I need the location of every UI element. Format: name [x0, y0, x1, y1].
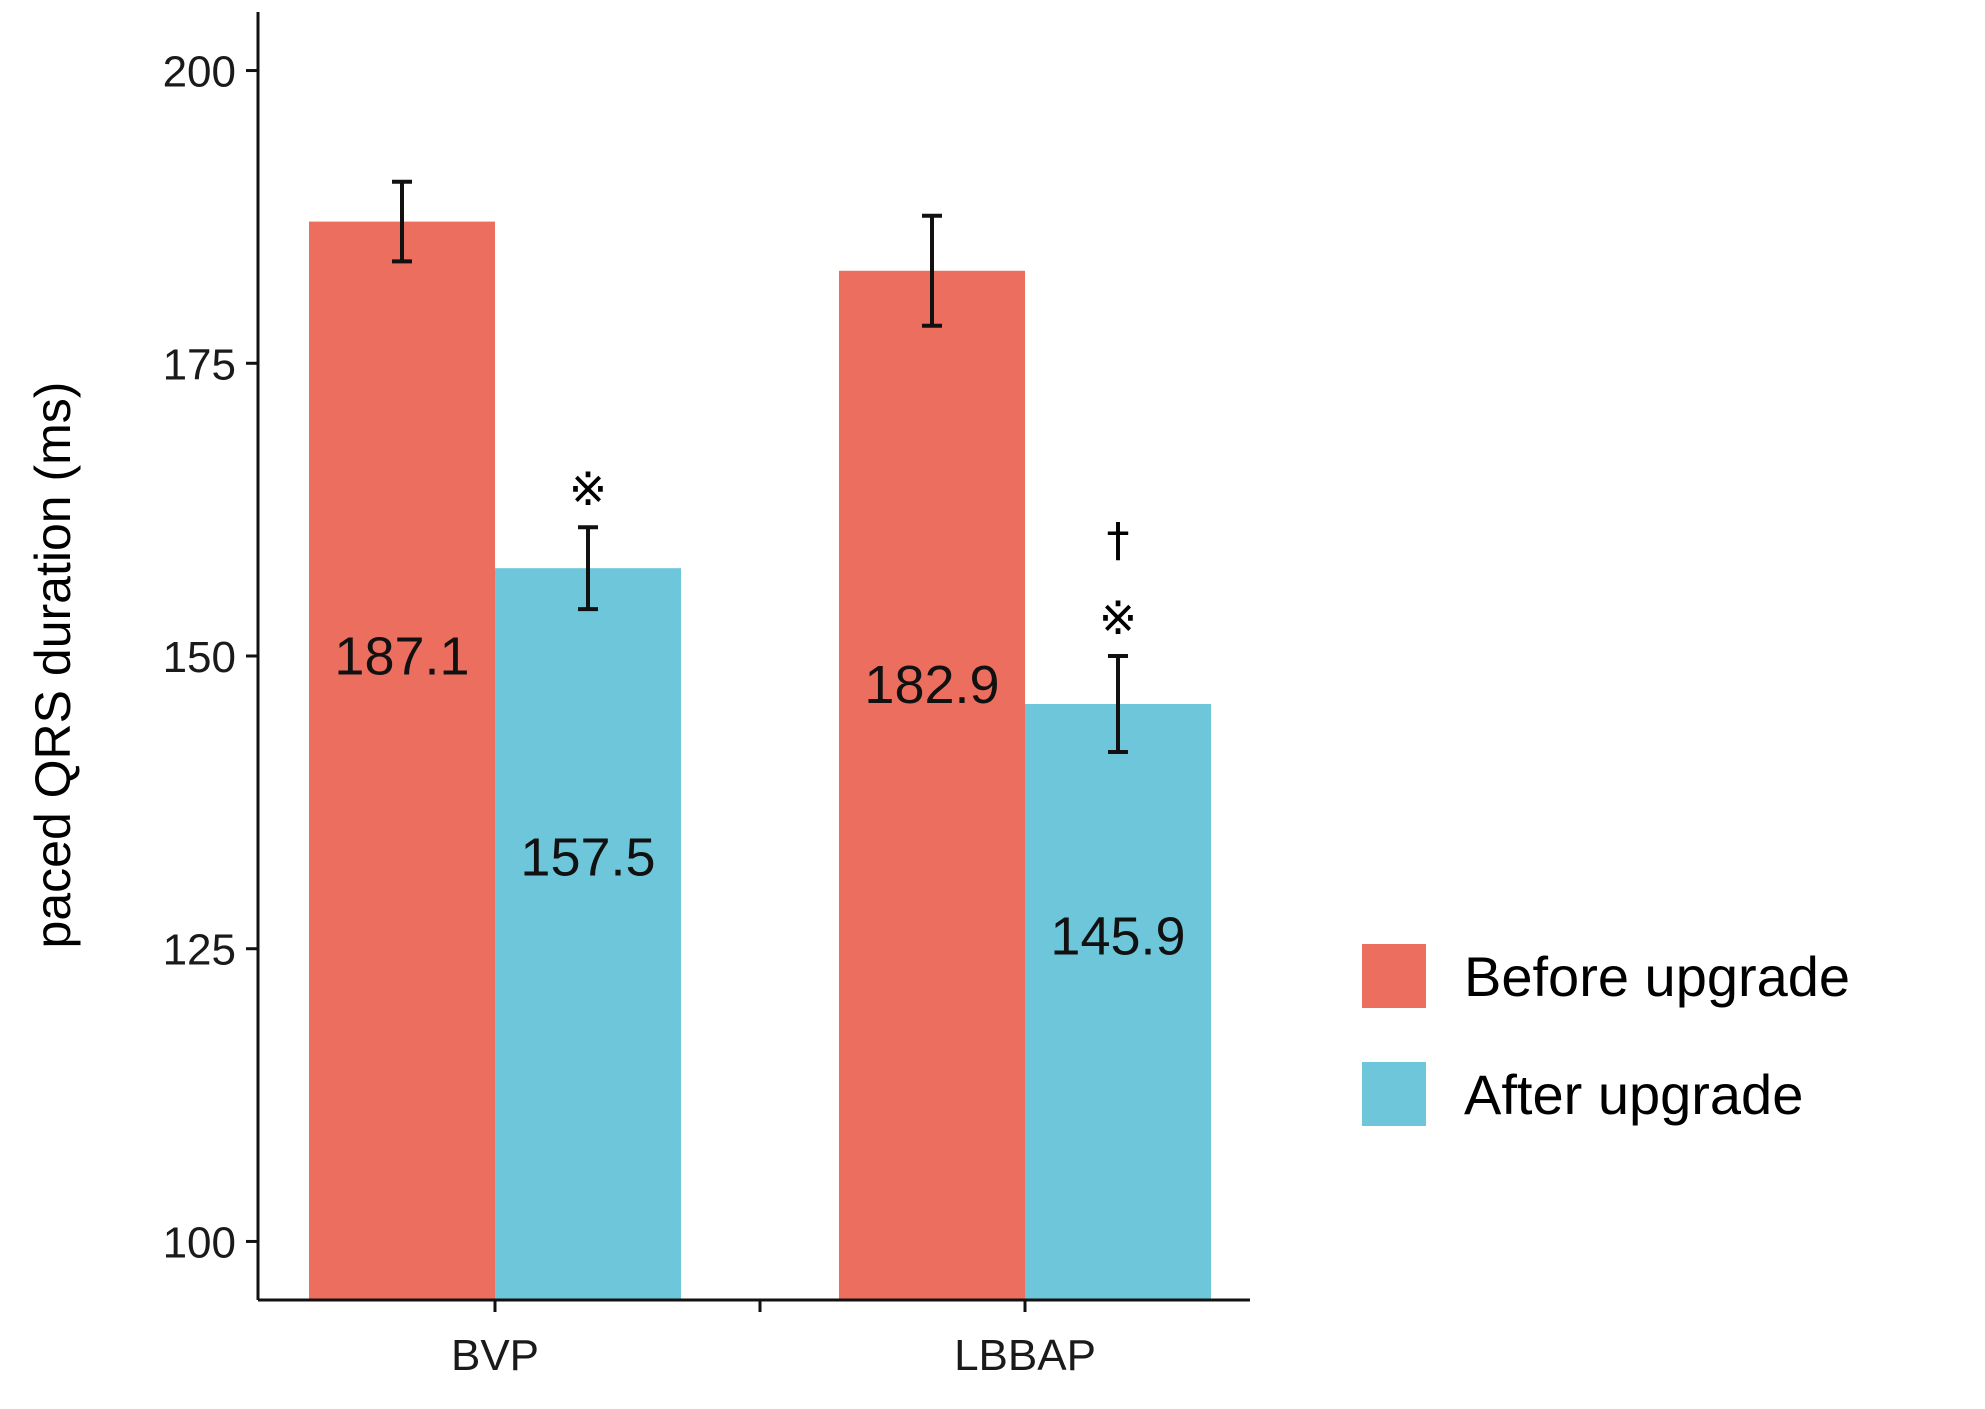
legend: Before upgrade After upgrade — [1362, 944, 1850, 1126]
legend-label-after-upgrade: After upgrade — [1464, 1063, 1803, 1126]
y-tick-label-150: 150 — [163, 633, 236, 682]
x-tick-label-lbbap: LBBAP — [954, 1331, 1096, 1380]
x-tick-label-bvp: BVP — [451, 1331, 539, 1380]
annotation-lbbap-0: † — [1107, 513, 1130, 567]
bar-bvp-before-upgrade — [309, 221, 495, 1300]
y-tick-label-125: 125 — [163, 926, 236, 975]
y-tick-label-175: 175 — [163, 340, 236, 389]
annotation-bvp-0: ※ — [569, 462, 608, 516]
y-tick-label-100: 100 — [163, 1218, 236, 1267]
annotation-lbbap-1: ※ — [1099, 591, 1138, 645]
bar-value-label-lbbap-after-upgrade: 145.9 — [1050, 906, 1185, 966]
bar-bvp-after-upgrade — [495, 568, 681, 1300]
bar-labels-layer: 187.1 182.9 157.5 145.9 — [334, 627, 1185, 967]
legend-swatch-after-upgrade — [1362, 1062, 1426, 1126]
bar-value-label-bvp-after-upgrade: 157.5 — [520, 828, 655, 888]
axes-layer: 100 125 150 175 200 BVP LBBAP — [163, 12, 1250, 1380]
annotations-layer: ※ ※ † — [569, 462, 1138, 645]
legend-label-before-upgrade: Before upgrade — [1464, 945, 1850, 1008]
bar-value-label-bvp-before-upgrade: 187.1 — [334, 627, 469, 687]
legend-swatch-before-upgrade — [1362, 944, 1426, 1008]
bar-value-label-lbbap-before-upgrade: 182.9 — [864, 655, 999, 715]
error-bars-layer — [392, 179, 1128, 755]
y-axis-title: paced QRS duration (ms) — [25, 382, 81, 949]
bar-lbbap-before-upgrade — [839, 270, 1025, 1301]
y-tick-label-200: 200 — [163, 48, 236, 97]
bar-lbbap-after-upgrade — [1025, 704, 1211, 1300]
bars-layer — [309, 221, 1211, 1301]
